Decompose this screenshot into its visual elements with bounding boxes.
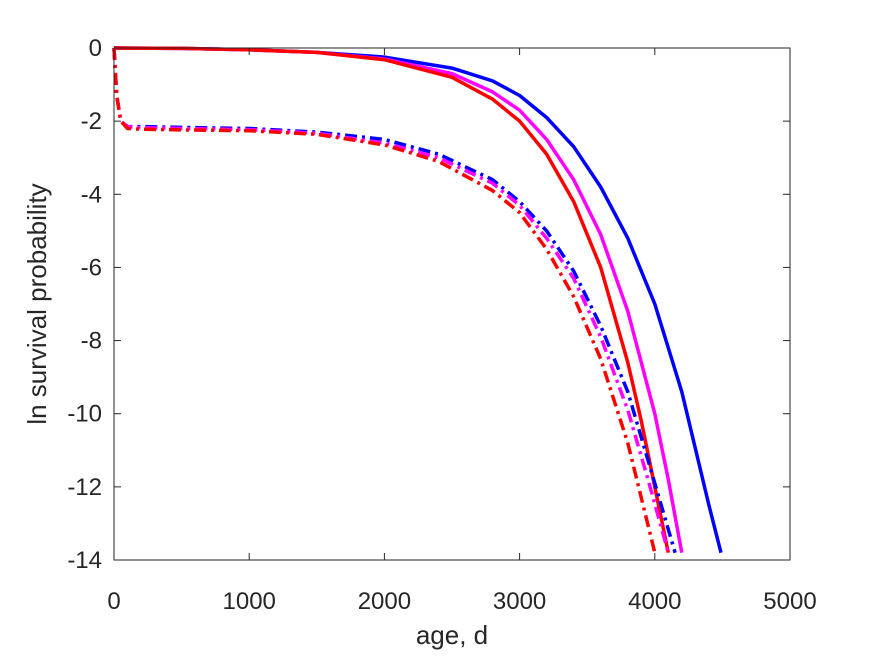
x-tick-label: 0	[107, 588, 120, 615]
series-line-3	[113, 46, 671, 554]
y-tick-label: -10	[67, 401, 102, 428]
y-tick-label: -4	[81, 181, 102, 208]
y-tick-label: 0	[89, 35, 102, 62]
x-tick-label: 2000	[358, 588, 411, 615]
x-axis-label: age, d	[416, 620, 488, 650]
series-line-5	[112, 47, 670, 554]
y-tick-label: -14	[67, 547, 102, 574]
tick-layer: 0 1000 2000 3000 4000 5000 -14 -12 -10 -8 -6 -4 -2 0	[67, 35, 816, 615]
y-tick-label: -8	[81, 328, 102, 355]
series-line-4	[112, 47, 677, 554]
y-tick-label: -6	[81, 254, 102, 281]
plot-frame	[113, 47, 791, 561]
x-tick-label: 5000	[763, 588, 816, 615]
x-tick-label: 3000	[493, 588, 546, 615]
series-line-1	[113, 46, 723, 554]
series-line-6	[112, 47, 657, 554]
y-tick-label: -12	[67, 474, 102, 501]
y-axis-label: ln survival probability	[22, 183, 52, 424]
x-tick-label: 4000	[628, 588, 681, 615]
series-layer	[112, 46, 723, 554]
y-tick-label: -2	[81, 108, 102, 135]
x-tick-label: 1000	[223, 588, 276, 615]
series-line-2	[113, 46, 684, 554]
